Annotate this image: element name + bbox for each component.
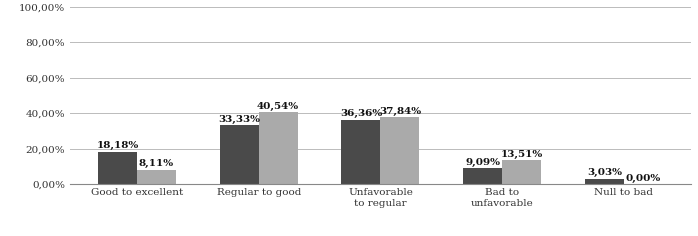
Text: 8,11%: 8,11% bbox=[139, 159, 174, 168]
Bar bbox=[380, 117, 419, 184]
Bar bbox=[502, 160, 541, 184]
Text: 40,54%: 40,54% bbox=[257, 102, 299, 111]
Bar bbox=[259, 112, 297, 184]
Text: 18,18%: 18,18% bbox=[96, 141, 139, 151]
Bar bbox=[98, 152, 137, 184]
Text: 0,00%: 0,00% bbox=[625, 174, 661, 183]
Bar bbox=[463, 168, 502, 184]
Bar bbox=[341, 120, 380, 184]
Bar bbox=[137, 170, 176, 184]
Text: 36,36%: 36,36% bbox=[340, 109, 382, 118]
Bar bbox=[220, 125, 259, 184]
Text: 33,33%: 33,33% bbox=[218, 115, 260, 124]
Text: 13,51%: 13,51% bbox=[500, 150, 543, 159]
Text: 37,84%: 37,84% bbox=[379, 107, 421, 116]
Bar bbox=[585, 179, 624, 184]
Text: 9,09%: 9,09% bbox=[465, 158, 500, 167]
Text: 3,03%: 3,03% bbox=[587, 168, 622, 177]
